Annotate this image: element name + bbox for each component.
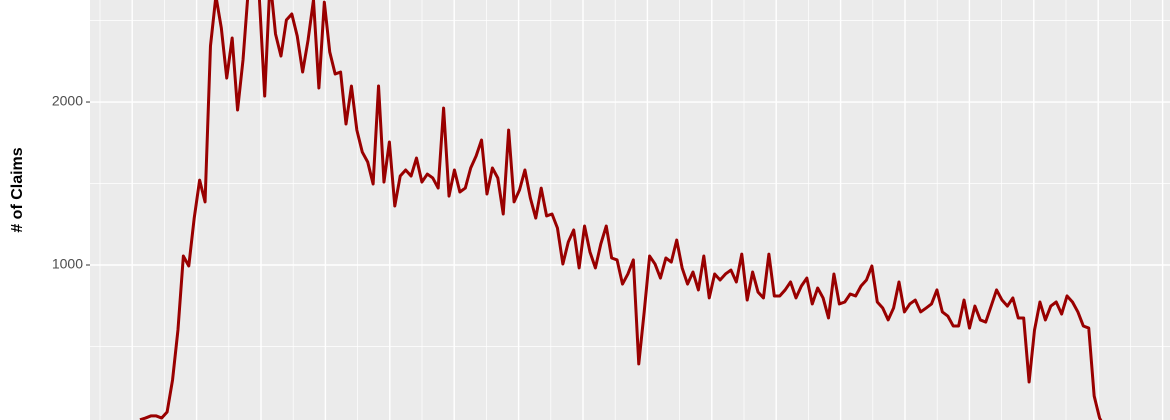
y-axis-label: # of Claims: [9, 147, 26, 232]
panel-background: [90, 0, 1170, 420]
vertical-grid: [99, 0, 1164, 420]
data-line: [139, 0, 1103, 420]
y-tick-label: 2000: [52, 93, 83, 109]
plot-area: [139, 0, 1103, 420]
y-tick-label: 1000: [52, 256, 83, 272]
